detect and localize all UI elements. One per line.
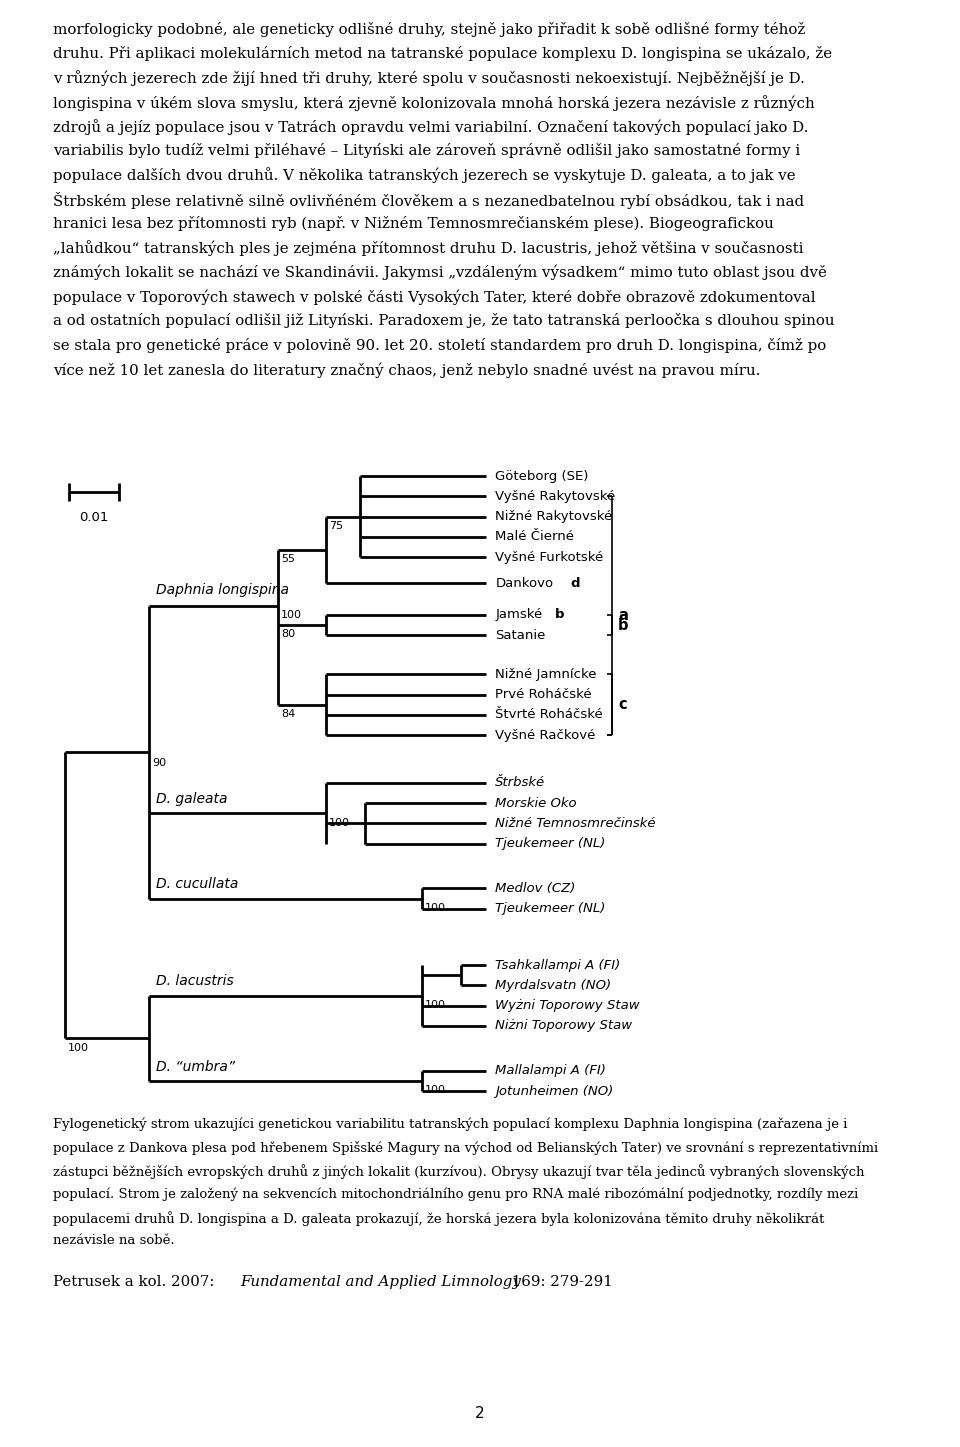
- Text: známých lokalit se nachází ve Skandinávii. Jakymsi „vzdáleným výsadkem“ mimo tut: známých lokalit se nachází ve Skandinávi…: [53, 265, 827, 281]
- Text: populací. Strom je založený na sekvencích mitochondriálního genu pro RNA malé ri: populací. Strom je založený na sekvencíc…: [53, 1188, 858, 1201]
- Text: Nižné Rakytovské: Nižné Rakytovské: [495, 511, 612, 522]
- Text: d: d: [570, 577, 580, 589]
- Text: populace v Toporových stawech v polské části Vysokých Tater, které dobře obrazov: populace v Toporových stawech v polské č…: [53, 289, 815, 305]
- Text: 100: 100: [425, 1085, 446, 1095]
- Text: více než 10 let zanesla do literatury značný chaos, jenž nebylo snadné uvést na : více než 10 let zanesla do literatury zn…: [53, 362, 760, 378]
- Text: Tjeukemeer (NL): Tjeukemeer (NL): [495, 838, 606, 849]
- Text: D. cucullata: D. cucullata: [156, 877, 239, 891]
- Text: „lahůdkou“ tatranských ples je zejména přítomnost druhu D. lacustris, jehož větš: „lahůdkou“ tatranských ples je zejména p…: [53, 240, 804, 256]
- Text: Prvé Roháčské: Prvé Roháčské: [495, 689, 592, 700]
- Text: Jamské: Jamské: [495, 609, 542, 621]
- Text: longispina v úkém slova smyslu, která zjevně kolonizovala mnohá horská jezera ne: longispina v úkém slova smyslu, která zj…: [53, 94, 814, 110]
- Text: 75: 75: [329, 521, 344, 531]
- Text: Vyšné Furkotské: Vyšné Furkotské: [495, 551, 604, 563]
- Text: Štrbském plese relativně silně ovlivňéném člověkem a s nezanedbatelnou rybí obsá: Štrbském plese relativně silně ovlivňéné…: [53, 192, 804, 208]
- Text: 55: 55: [281, 554, 296, 564]
- Text: Malé Čierné: Malé Čierné: [495, 531, 574, 543]
- Text: Tsahkallampi A (FI): Tsahkallampi A (FI): [495, 959, 620, 971]
- Text: Fylogenetický strom ukazujíci genetickou variabilitu tatranských populací komple: Fylogenetický strom ukazujíci genetickou…: [53, 1117, 847, 1130]
- Text: Vyšné Rakytovské: Vyšné Rakytovské: [495, 491, 615, 502]
- Text: Wyżni Toporowy Staw: Wyżni Toporowy Staw: [495, 1000, 640, 1011]
- Text: Štrbské: Štrbské: [495, 777, 545, 789]
- Text: nezávisle na sobě.: nezávisle na sobě.: [53, 1234, 175, 1247]
- Text: Mallalampi A (FI): Mallalampi A (FI): [495, 1065, 606, 1077]
- Text: 100: 100: [425, 1000, 446, 1010]
- Text: D. galeata: D. galeata: [156, 792, 228, 806]
- Text: 169: 279-291: 169: 279-291: [507, 1275, 612, 1289]
- Text: se stala pro genetické práce v polovině 90. let 20. století standardem pro druh : se stala pro genetické práce v polovině …: [53, 337, 826, 353]
- Text: Nižné Temnosmrečinské: Nižné Temnosmrečinské: [495, 818, 656, 829]
- Text: variabilis bylo tudíž velmi přiléhavé – Lityński ale zároveň správně odlišil ja: variabilis bylo tudíž velmi přiléhavé – …: [53, 143, 800, 158]
- Text: a od ostatních populací odlišil již Lityński. Paradoxem je, že tato tatranská p: a od ostatních populací odlišil již Lity…: [53, 314, 834, 328]
- Text: 100: 100: [425, 903, 446, 913]
- Text: 100: 100: [68, 1042, 89, 1052]
- Text: b: b: [555, 609, 564, 621]
- Text: populacemi druhů D. longispina a D. galeata prokazují, že horská jezera byla kol: populacemi druhů D. longispina a D. gale…: [53, 1211, 825, 1226]
- Text: 84: 84: [281, 709, 296, 719]
- Text: Niżni Toporowy Staw: Niżni Toporowy Staw: [495, 1020, 633, 1032]
- Text: b: b: [618, 618, 629, 632]
- Text: D. “umbra”: D. “umbra”: [156, 1059, 235, 1074]
- Text: Satanie: Satanie: [495, 629, 545, 641]
- Text: populace z Dankova plesa pod hřebenem Spišské Magury na východ od Belianských Ta: populace z Dankova plesa pod hřebenem Sp…: [53, 1140, 878, 1155]
- Text: Dankovo: Dankovo: [495, 577, 554, 589]
- Text: c: c: [618, 697, 627, 712]
- Text: 80: 80: [281, 629, 296, 640]
- Text: Štvrté Roháčské: Štvrté Roháčské: [495, 709, 603, 721]
- Text: Tjeukemeer (NL): Tjeukemeer (NL): [495, 903, 606, 915]
- Text: Morskie Oko: Morskie Oko: [495, 797, 577, 809]
- Text: 100: 100: [281, 611, 302, 619]
- Text: zdrojů a jejíz populace jsou v Tatrách opravdu velmi variabilní. Označení takový: zdrojů a jejíz populace jsou v Tatrách o…: [53, 119, 808, 135]
- Text: 100: 100: [329, 818, 350, 828]
- Text: 90: 90: [153, 758, 167, 768]
- Text: Jotunheimen (NO): Jotunheimen (NO): [495, 1085, 613, 1097]
- Text: v různých jezerech zde žijí hned tři druhy, které spolu v současnosti nekoexistu: v různých jezerech zde žijí hned tři dru…: [53, 71, 804, 87]
- Text: Daphnia longispina: Daphnia longispina: [156, 583, 290, 596]
- Text: 0.01: 0.01: [80, 511, 108, 524]
- Text: Vyšné Račkové: Vyšné Račkové: [495, 729, 596, 741]
- Text: Medlov (CZ): Medlov (CZ): [495, 883, 576, 894]
- Text: D. lacustris: D. lacustris: [156, 974, 234, 988]
- Text: 2: 2: [475, 1406, 485, 1421]
- Text: morfologicky podobné, ale geneticky odlišné druhy, stejně jako přiřadit k sobě o: morfologicky podobné, ale geneticky odli…: [53, 22, 805, 36]
- Text: zástupci běžnějších evropských druhů z jiných lokalit (kurzívou). Obrysy ukazují: zástupci běžnějších evropských druhů z j…: [53, 1163, 864, 1179]
- Text: Nižné Jamnícke: Nižné Jamnícke: [495, 669, 597, 680]
- Text: hranici lesa bez přítomnosti ryb (např. v Nižném Temnosmrečianském plese). Bioge: hranici lesa bez přítomnosti ryb (např. …: [53, 216, 774, 232]
- Text: a: a: [618, 608, 628, 624]
- Text: Göteborg (SE): Göteborg (SE): [495, 470, 588, 482]
- Text: Fundamental and Applied Limnology: Fundamental and Applied Limnology: [240, 1275, 521, 1289]
- Text: Petrusek a kol. 2007:: Petrusek a kol. 2007:: [53, 1275, 219, 1289]
- Text: druhu. Při aplikaci molekulárních metod na tatranské populace komplexu D. longis: druhu. Při aplikaci molekulárních metod …: [53, 46, 832, 61]
- Text: populace dalších dvou druhů. V několika tatranských jezerech se vyskytuje D. gal: populace dalších dvou druhů. V několika …: [53, 168, 796, 184]
- Text: Myrdalsvatn (NO): Myrdalsvatn (NO): [495, 980, 612, 991]
